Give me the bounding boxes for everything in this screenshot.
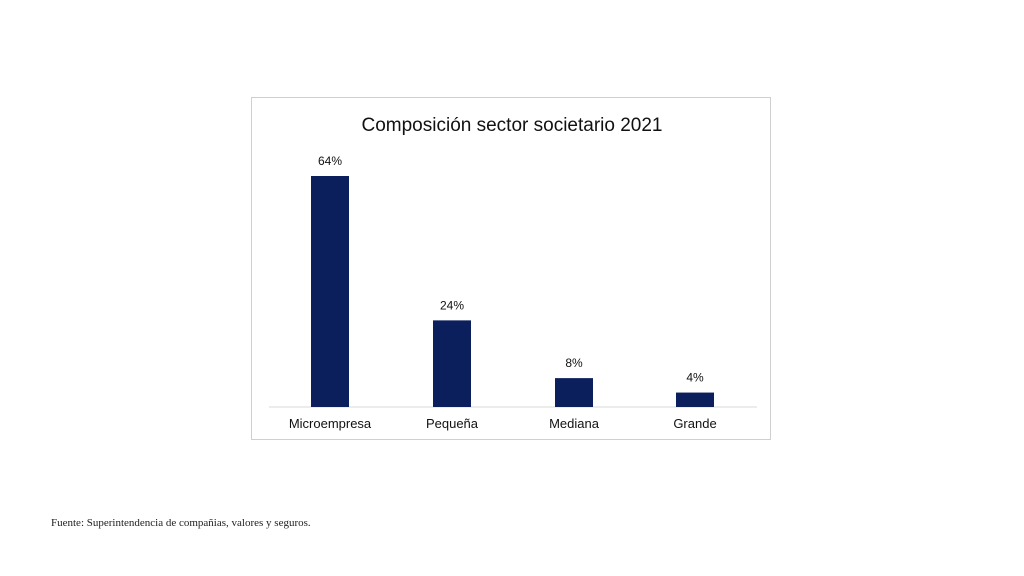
bar-grande — [676, 392, 714, 407]
bar-microempresa — [311, 176, 349, 407]
data-label: 24% — [440, 298, 464, 312]
x-tick-label: Microempresa — [289, 416, 372, 431]
bar-mediana — [555, 378, 593, 407]
chart-title: Composición sector societario 2021 — [362, 115, 663, 136]
bar-chart: Composición sector societario 2021 64% Mi… — [269, 115, 757, 431]
data-label: 64% — [318, 154, 342, 168]
x-tick-label: Grande — [673, 416, 716, 431]
data-label: 4% — [686, 371, 704, 385]
bars-layer: 64% Microempresa 24% Pequeña 8% Mediana 4% Gran… — [289, 154, 717, 431]
chart-frame: Composición sector societario 2021 64% Mi… — [251, 97, 771, 440]
x-tick-label: Pequeña — [426, 416, 479, 431]
data-label: 8% — [565, 356, 583, 370]
x-tick-label: Mediana — [549, 416, 600, 431]
source-note: Fuente: Superintendencia de compañias, v… — [51, 517, 311, 529]
bar-peque-a — [433, 320, 471, 407]
